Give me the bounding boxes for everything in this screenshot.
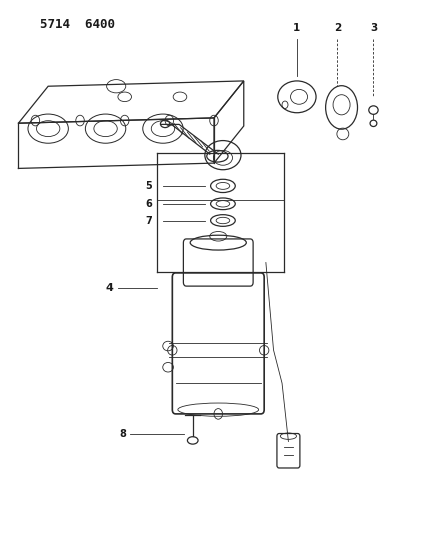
Text: 7: 7 (146, 215, 152, 225)
Text: 4: 4 (106, 282, 114, 293)
Text: 1: 1 (293, 23, 300, 33)
Text: 8: 8 (119, 429, 126, 439)
Text: 2: 2 (334, 23, 341, 33)
Text: 5: 5 (146, 181, 152, 191)
Text: 6: 6 (146, 199, 152, 209)
Text: 3: 3 (370, 23, 377, 33)
Text: 5714  6400: 5714 6400 (40, 18, 115, 31)
